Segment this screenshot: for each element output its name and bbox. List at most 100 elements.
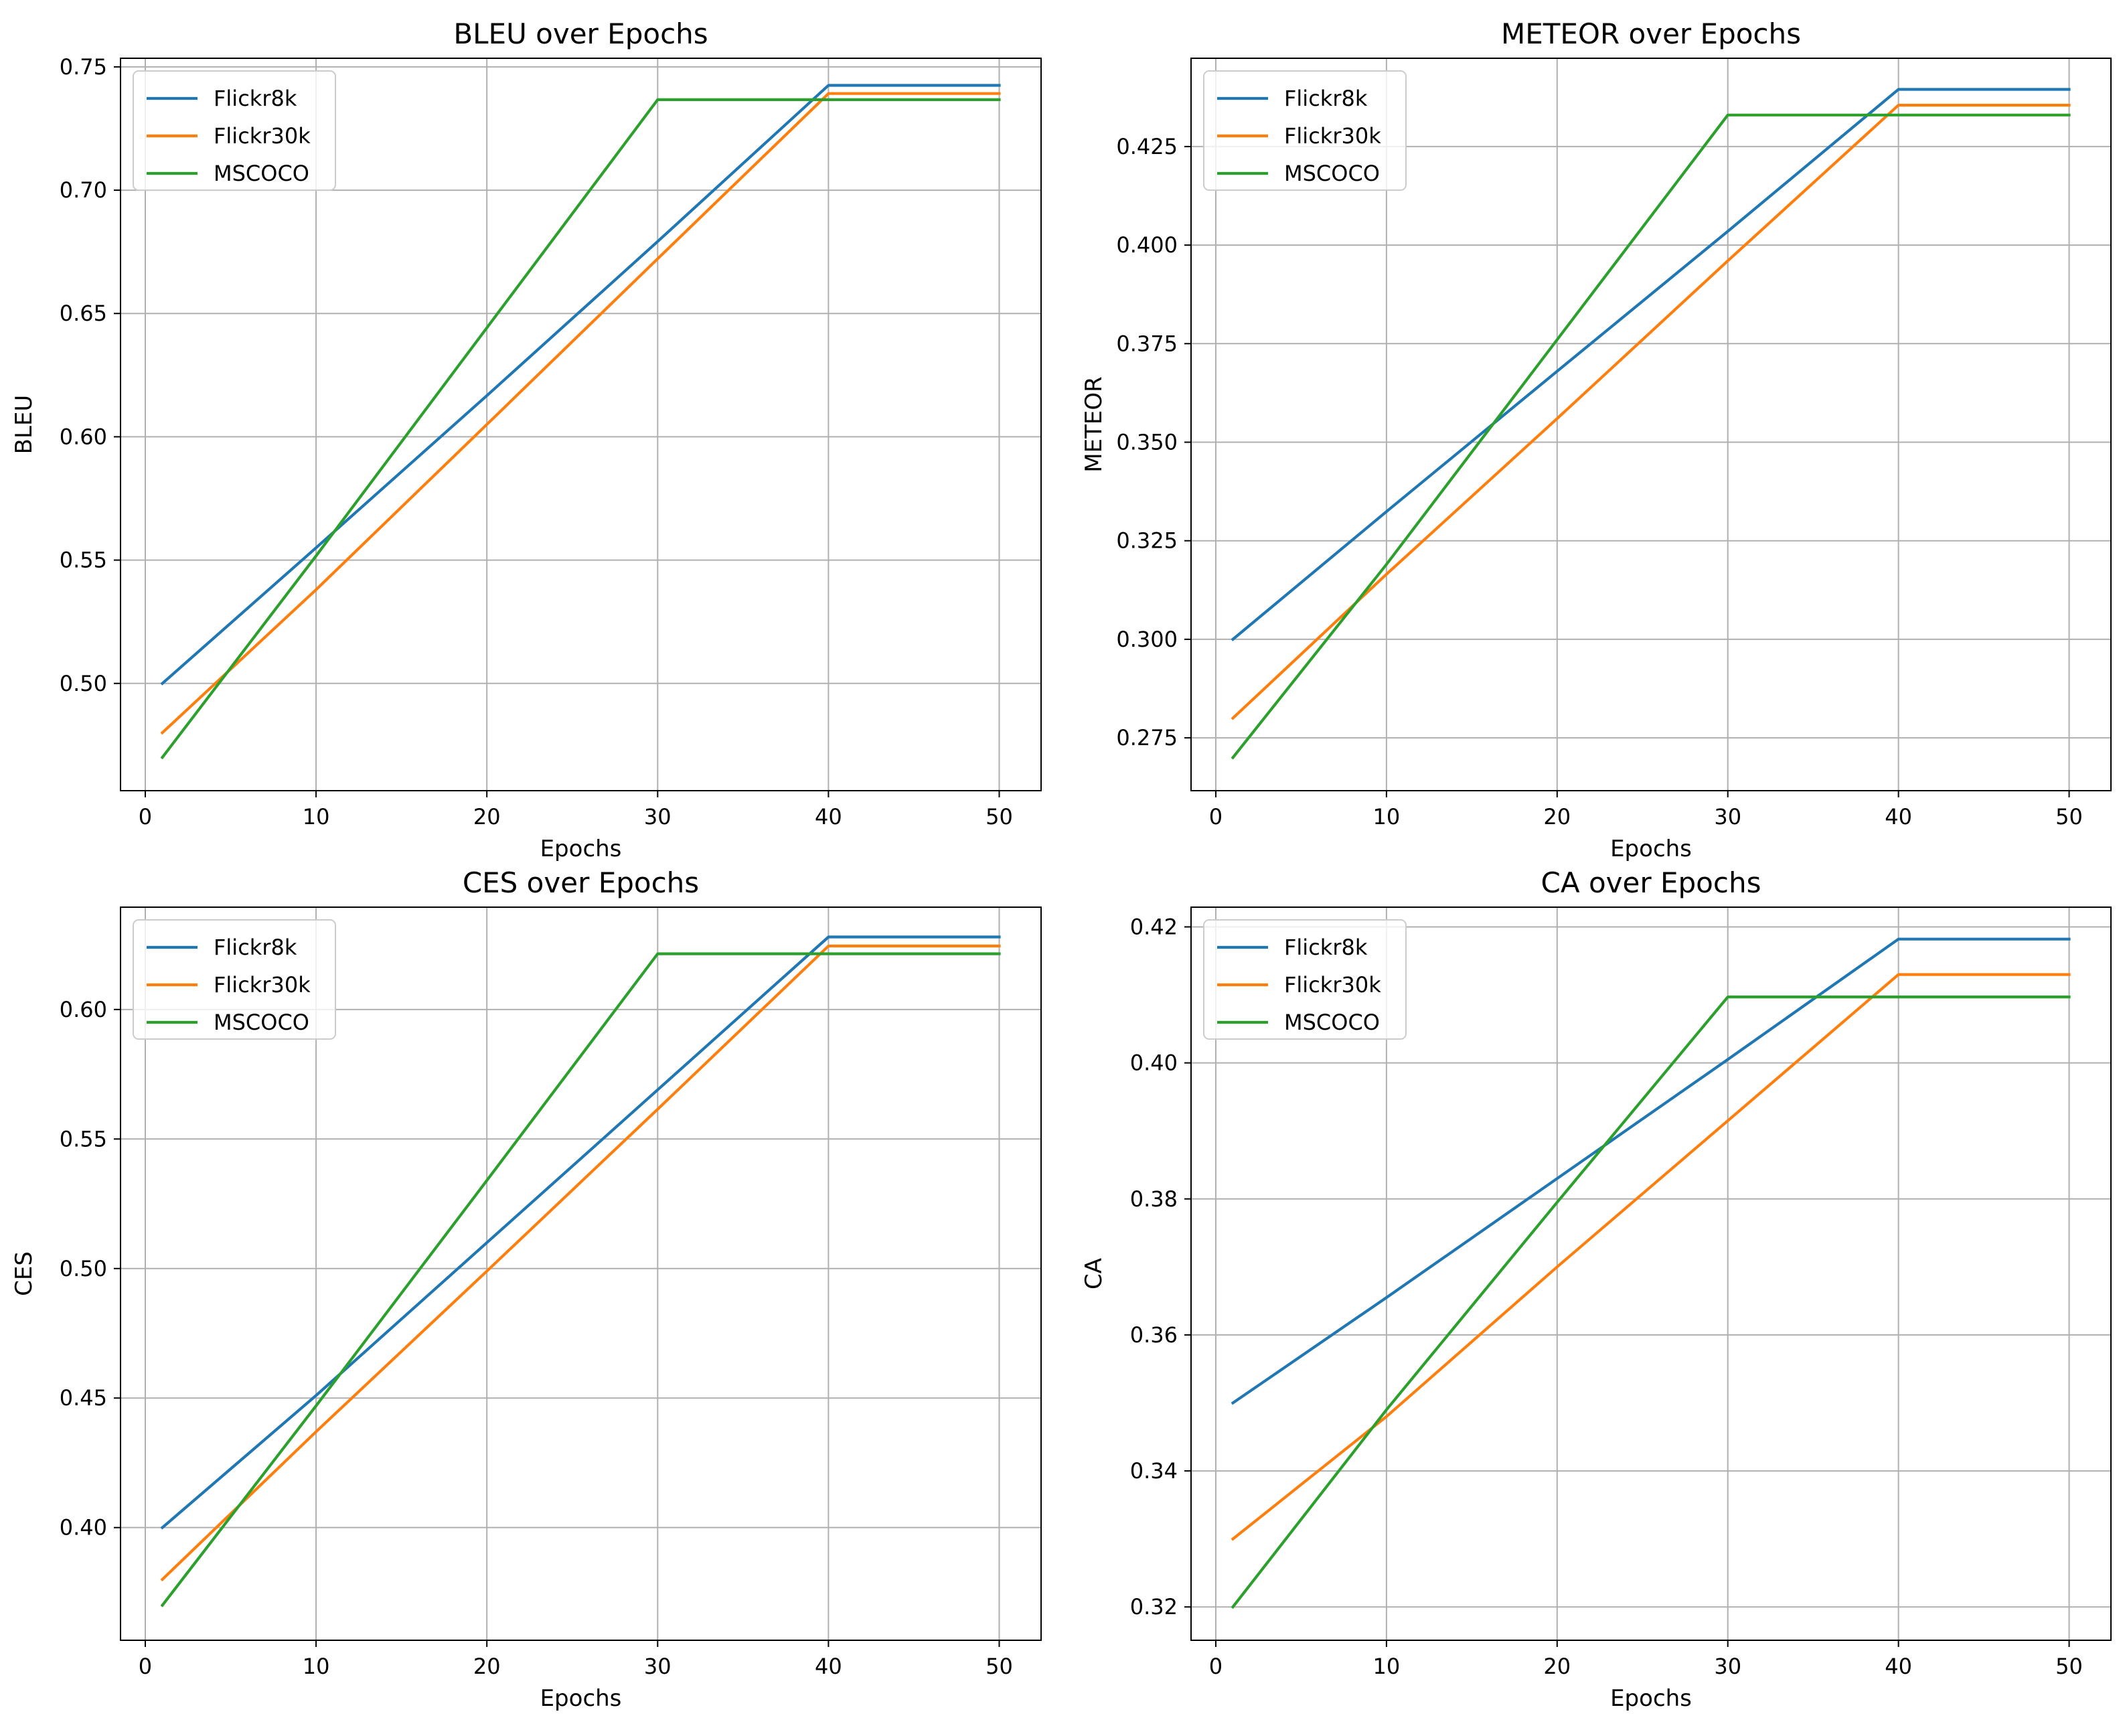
y-axis-label: METEOR [1081,376,1107,472]
x-tick-label: 20 [1543,804,1571,830]
series-line-mscoco [1231,113,2071,760]
x-tick-label: 40 [815,1654,842,1679]
legend-entry: MSCOCO [1284,161,1380,186]
y-tick-label: 0.36 [1130,1322,1178,1348]
x-tick-label: 0 [139,1654,152,1679]
legend-box [1203,919,1407,1040]
x-axis-label: Epochs [540,836,622,862]
x-tick-label: 10 [1373,804,1401,830]
y-tick-label: 0.350 [1116,429,1178,455]
chart-title: CES over Epochs [463,866,699,899]
x-tick-label: 20 [473,1654,501,1679]
axes-frame [1190,906,2112,1641]
x-tick-label: 0 [1209,1654,1223,1679]
x-tick-label: 50 [986,804,1013,830]
x-tick-label: 0 [139,804,152,830]
y-tick-label: 0.40 [1130,1050,1178,1076]
x-tick-label: 30 [1714,804,1741,830]
y-tick-label: 0.40 [60,1515,107,1541]
x-tick-label: 40 [815,804,842,830]
y-tick-label: 0.55 [60,1126,107,1152]
legend-box [1203,70,1407,191]
y-tick-label: 0.60 [60,997,107,1022]
x-tick-label: 0 [1209,804,1223,830]
y-tick-label: 0.34 [1130,1458,1178,1484]
y-tick-label: 0.60 [60,424,107,449]
y-tick-label: 0.50 [60,1256,107,1281]
x-tick-label: 30 [1714,1654,1741,1679]
series-line-mscoco [1231,995,2071,1609]
series-line-mscoco [160,952,1001,1607]
axes-frame [120,906,1042,1641]
legend-entry: Flickr8k [214,86,297,111]
series-line-mscoco [160,98,1001,760]
series-line-flickr8k [160,84,1001,686]
x-tick-label: 10 [1373,1654,1401,1679]
y-tick-label: 0.45 [60,1385,107,1411]
x-tick-label: 30 [644,1654,672,1679]
legend: Flickr8k Flickr30k MSCOCO [133,919,336,1040]
series-line-flickr30k [1231,973,2071,1541]
legend-entry: Flickr8k [214,935,297,960]
x-tick-label: 40 [1885,804,1912,830]
axes-frame [1190,58,2112,791]
y-tick-label: 0.42 [1130,914,1178,939]
x-tick-label: 10 [303,804,330,830]
legend: Flickr8k Flickr30k MSCOCO [133,70,336,191]
y-tick-label: 0.38 [1130,1186,1178,1212]
legend-entry: Flickr30k [214,972,311,998]
chart-panel-4: 0 10 20 30 40 50 0.32 0.34 0.36 0.38 0.40 0.42 CA ov… [1081,866,2112,1712]
y-axis-label: CES [11,1251,37,1296]
x-tick-label: 50 [986,1654,1013,1679]
x-tick-label: 20 [473,804,501,830]
chart-title: BLEU over Epochs [453,17,708,50]
legend-entry: MSCOCO [214,1010,309,1035]
legend-entry: Flickr30k [1284,972,1381,998]
x-axis-label: Epochs [540,1685,622,1712]
legend-box [133,70,336,191]
series-line-flickr30k [160,944,1001,1582]
legend-entry: Flickr8k [1284,935,1368,960]
chart-title: METEOR over Epochs [1501,17,1801,50]
y-tick-label: 0.425 [1116,134,1178,159]
y-tick-label: 0.275 [1116,725,1178,751]
y-tick-label: 0.65 [60,301,107,326]
chart-title: CA over Epochs [1541,866,1761,899]
x-axis-label: Epochs [1610,1685,1692,1712]
y-axis-label: BLEU [11,395,37,455]
legend-entry: Flickr8k [1284,86,1368,111]
x-tick-label: 20 [1543,1654,1571,1679]
x-tick-label: 50 [2055,804,2083,830]
legend-entry: Flickr30k [1284,123,1381,149]
series-line-flickr8k [1231,937,2071,1405]
x-tick-label: 50 [2055,1654,2083,1679]
chart-panel-1: 0 10 20 30 40 50 0.50 0.55 0.60 0.65 0.70 0.75 BLEU … [11,17,1042,862]
legend: Flickr8k Flickr30k MSCOCO [1203,919,1407,1040]
y-axis-label: CA [1081,1258,1107,1289]
legend-entry: MSCOCO [1284,1010,1380,1035]
y-tick-label: 0.75 [60,54,107,80]
y-tick-label: 0.55 [60,548,107,573]
x-tick-label: 40 [1885,1654,1912,1679]
x-tick-label: 10 [303,1654,330,1679]
chart-panel-3: 0 10 20 30 40 50 0.40 0.45 0.50 0.55 0.60 CES over … [11,866,1042,1712]
y-tick-label: 0.50 [60,671,107,696]
x-tick-label: 30 [644,804,672,830]
y-tick-label: 0.400 [1116,232,1178,258]
series-line-flickr8k [160,935,1001,1530]
y-tick-label: 0.375 [1116,331,1178,356]
legend-entry: Flickr30k [214,123,311,149]
legend-box [133,919,336,1040]
chart-panel-2: 0 10 20 30 40 50 0.275 0.300 0.325 0.350 0.375 0.40… [1081,17,2112,862]
legend-entry: MSCOCO [214,161,309,186]
x-axis-label: Epochs [1610,836,1692,862]
y-tick-label: 0.70 [60,177,107,203]
y-tick-label: 0.300 [1116,627,1178,652]
axes-frame [120,58,1042,791]
y-tick-label: 0.325 [1116,528,1178,554]
y-tick-label: 0.32 [1130,1594,1178,1620]
series-line-flickr30k [160,92,1001,735]
legend: Flickr8k Flickr30k MSCOCO [1203,70,1407,191]
